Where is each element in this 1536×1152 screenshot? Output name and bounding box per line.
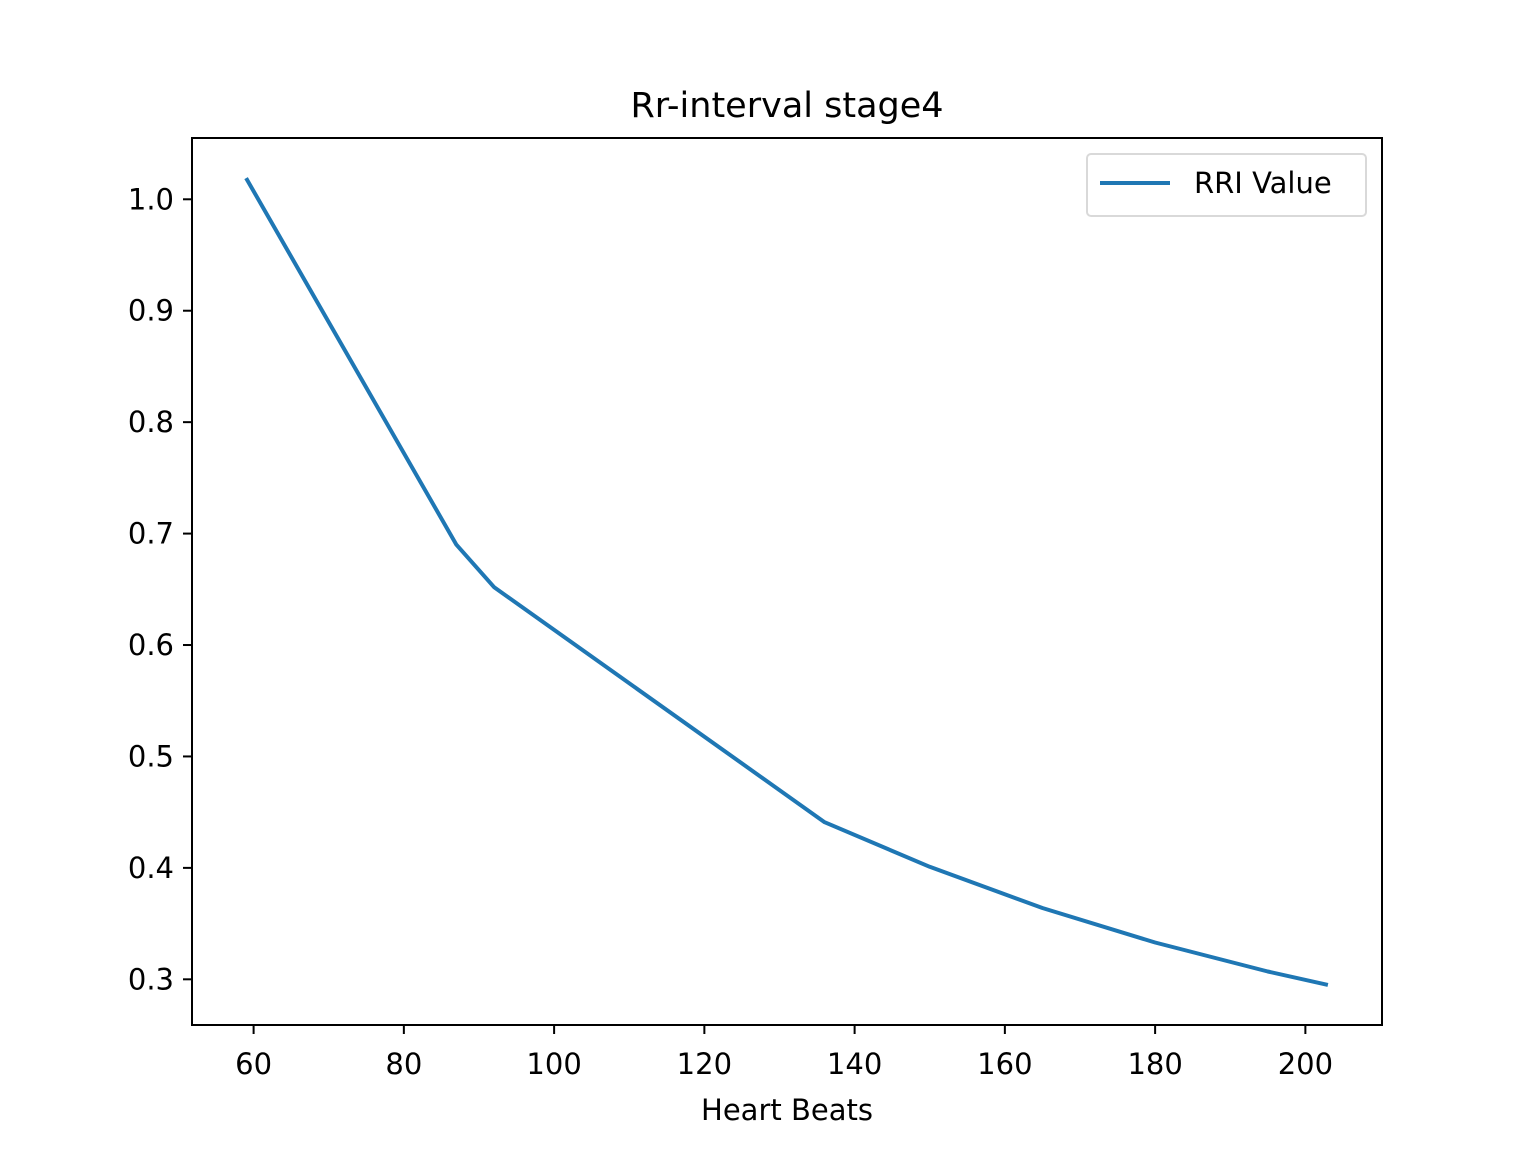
x-axis: 60 80 100 120 140 160 180 200 (235, 1025, 1333, 1081)
x-tick-label: 80 (385, 1047, 422, 1081)
x-tick-label: 180 (1127, 1047, 1182, 1081)
x-tick-label: 120 (677, 1047, 732, 1081)
y-tick-label: 0.9 (128, 294, 174, 328)
y-tick-label: 0.6 (128, 628, 174, 662)
y-tick-label: 0.8 (128, 405, 174, 439)
chart-title: Rr-interval stage4 (630, 86, 943, 126)
y-tick-label: 0.7 (128, 517, 174, 551)
y-tick-label: 1.0 (128, 182, 174, 216)
series-line-0 (244, 177, 1329, 987)
x-tick-label: 60 (235, 1047, 272, 1081)
plot-area (191, 137, 1383, 1026)
y-axis: 0.3 0.4 0.5 0.6 0.7 0.8 0.9 1.0 (128, 182, 192, 996)
axes-frame (191, 137, 1383, 1026)
y-tick-label: 0.3 (128, 962, 174, 996)
x-axis-title: Heart Beats (701, 1093, 873, 1127)
x-tick-label: 160 (977, 1047, 1032, 1081)
x-tick-label: 100 (526, 1047, 581, 1081)
y-tick-label: 0.5 (128, 739, 174, 773)
x-tick-label: 200 (1278, 1047, 1333, 1081)
legend-label: RRI Value (1194, 166, 1332, 200)
legend-box (1086, 153, 1367, 217)
legend: RRI Value (1086, 153, 1367, 217)
x-tick-label: 140 (827, 1047, 882, 1081)
y-tick-label: 0.4 (128, 851, 174, 885)
